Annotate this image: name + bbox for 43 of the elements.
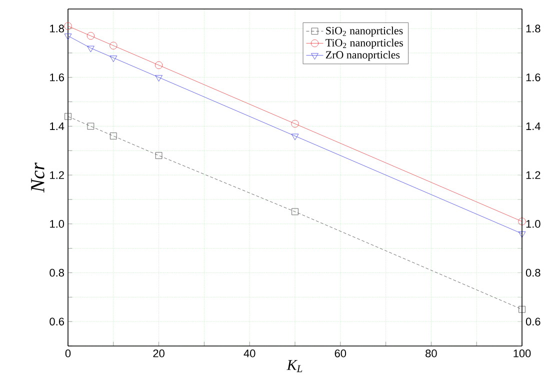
point <box>110 42 118 50</box>
point <box>291 134 299 140</box>
point <box>64 34 72 40</box>
y2-tick-label: 1.2 <box>526 171 540 179</box>
point <box>64 113 72 120</box>
point <box>110 132 117 140</box>
point <box>87 122 94 130</box>
point <box>64 22 72 30</box>
x-tick-label: 20 <box>153 350 164 358</box>
point <box>87 46 94 52</box>
point <box>155 75 162 82</box>
y-tick-label: 1.2 <box>50 171 64 179</box>
y-axis-title: Ncr <box>31 162 44 193</box>
point <box>110 56 118 62</box>
legend-label: TiO$_{2}$ nanoprticles <box>326 38 403 49</box>
y-tick-label: 1.6 <box>50 74 64 82</box>
point <box>155 61 163 69</box>
y-tick-label: 1.4 <box>50 122 64 130</box>
point <box>292 208 298 216</box>
point <box>518 218 526 226</box>
x-axis-title: K$_{L}$ <box>286 360 302 372</box>
y-tick-label: 0.6 <box>50 318 64 326</box>
y2-tick-label: 0.6 <box>526 318 540 326</box>
y-tick-label: 1.0 <box>50 220 64 228</box>
x-tick-label: 40 <box>244 350 256 358</box>
point <box>291 120 299 128</box>
legend-label: ZrO nanoprticles <box>326 50 400 61</box>
y2-tick-label: 1.6 <box>526 74 540 82</box>
y2-tick-label: 1.0 <box>526 220 540 228</box>
x-tick-label: 100 <box>514 350 531 358</box>
point <box>518 231 526 238</box>
y2-tick-label: 0.8 <box>526 268 540 277</box>
point <box>155 152 162 159</box>
point <box>518 306 526 313</box>
legend-label: SiO$_{2}$ nanoprticles <box>326 26 403 37</box>
y-tick-label: 1.8 <box>50 24 64 32</box>
x-tick-label: 80 <box>426 350 437 358</box>
x-tick-label: 0 <box>65 350 71 358</box>
x-tick-label: 60 <box>334 350 346 358</box>
point <box>86 32 94 40</box>
y-tick-label: 0.8 <box>50 268 64 277</box>
y2-tick-label: 1.4 <box>526 122 540 130</box>
y2-tick-label: 1.8 <box>526 24 540 32</box>
